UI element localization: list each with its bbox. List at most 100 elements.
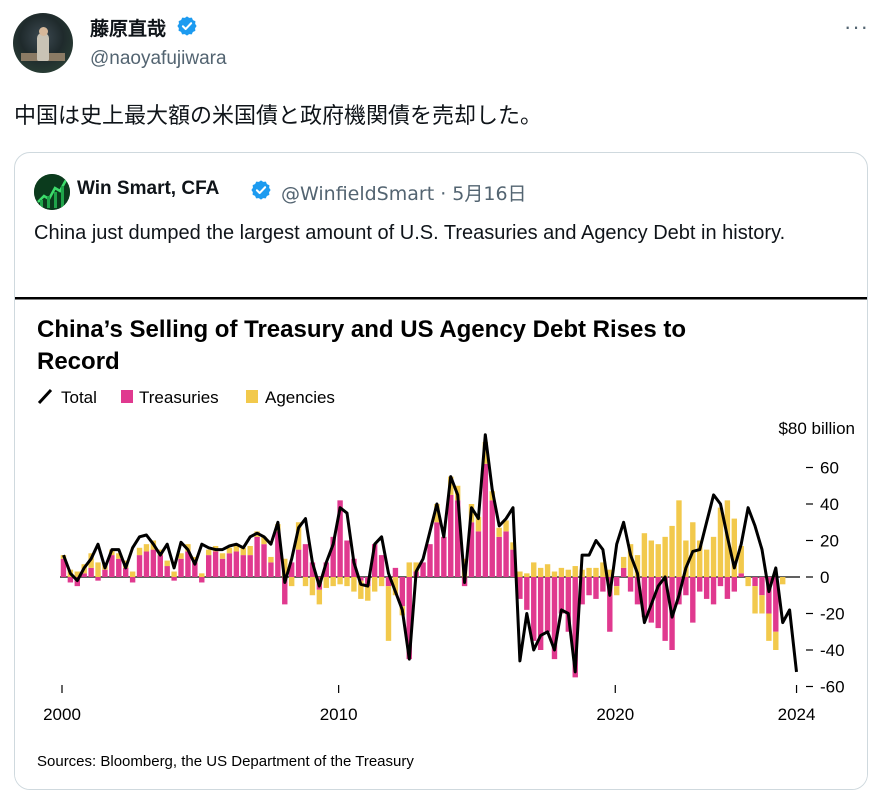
- legend-total-swatch: [37, 388, 53, 405]
- treasuries-bar: [116, 558, 122, 577]
- treasuries-bar: [205, 555, 212, 577]
- treasuries-bar: [510, 549, 516, 577]
- treasuries-bar: [655, 577, 661, 629]
- treasuries-bar: [600, 577, 606, 592]
- treasuries-bar: [337, 500, 343, 577]
- treasuries-bar: [607, 577, 613, 632]
- chart-legend: Total Treasuries Agencies: [37, 388, 335, 407]
- agencies-bar: [164, 560, 170, 567]
- treasuries-bar: [171, 577, 177, 581]
- treasuries-bar: [378, 555, 385, 577]
- agencies-bar: [510, 542, 516, 550]
- treasuries-bar: [593, 577, 599, 599]
- treasuries-bar: [95, 577, 101, 581]
- agencies-bar: [136, 547, 143, 556]
- agencies-bar: [178, 553, 184, 559]
- treasuries-bar: [406, 577, 412, 660]
- legend-label: Total: [61, 388, 97, 407]
- agencies-bar: [655, 544, 661, 577]
- agencies-bar: [413, 562, 419, 572]
- x-tick-label: 2024: [778, 705, 816, 724]
- agencies-bar: [717, 507, 724, 577]
- agencies-bar: [544, 564, 551, 577]
- treasuries-bar: [627, 577, 634, 592]
- agencies-bar: [295, 522, 302, 550]
- treasuries-bar: [67, 577, 74, 583]
- agencies-bar: [503, 520, 509, 532]
- treasuries-bar: [690, 577, 696, 623]
- agencies-bar: [371, 577, 378, 592]
- treasuries-bar: [586, 577, 592, 596]
- agencies-bar: [551, 571, 558, 577]
- treasuries-bar: [683, 577, 689, 596]
- y-tick-label: -40: [820, 641, 845, 660]
- treasuries-bar: [524, 577, 530, 610]
- more-options-icon[interactable]: ···: [844, 14, 869, 39]
- verified-badge-icon: [251, 180, 271, 200]
- treasuries-bar: [558, 577, 565, 614]
- treasuries-bar: [448, 494, 454, 577]
- author-avatar[interactable]: [13, 13, 73, 73]
- y-tick-label: 20: [820, 532, 839, 551]
- chart-title: China’s Selling of Treasury and US Agenc…: [37, 316, 693, 375]
- quoted-tweet[interactable]: Win Smart, CFA @WinfieldSmart · 5月16日 Ch…: [14, 152, 868, 790]
- treasuries-bar: [385, 577, 392, 587]
- agencies-bar: [662, 536, 668, 577]
- treasuries-bar: [544, 577, 551, 632]
- treasuries-bar: [752, 577, 758, 587]
- treasuries-bar: [254, 536, 260, 577]
- treasuries-bar: [392, 567, 399, 577]
- chart-total-line: [62, 433, 798, 674]
- treasuries-bar: [129, 577, 136, 583]
- treasuries-bar: [233, 551, 240, 577]
- x-tick-label: 2000: [43, 705, 81, 724]
- treasuries-bar: [88, 567, 94, 577]
- treasuries-bar: [60, 558, 67, 577]
- treasuries-bar: [434, 522, 440, 577]
- agencies-bar: [358, 580, 364, 599]
- agencies-bar: [648, 540, 655, 577]
- treasuries-bar: [136, 555, 143, 577]
- agencies-bar: [482, 441, 489, 464]
- agencies-bar: [531, 562, 537, 577]
- agencies-bar: [565, 569, 572, 577]
- agencies-bar: [330, 577, 336, 587]
- treasuries-bar: [724, 577, 731, 599]
- legend-label: Agencies: [265, 388, 335, 407]
- treasuries-bar: [282, 577, 288, 605]
- y-tick-label: 0: [820, 568, 829, 587]
- agencies-bar: [676, 500, 682, 577]
- treasuries-bar: [344, 540, 350, 577]
- x-tick-label: 2010: [320, 705, 358, 724]
- quote-author-avatar: [34, 174, 70, 210]
- treasuries-bar: [81, 573, 87, 577]
- agencies-bar: [745, 577, 751, 587]
- agencies-bar: [309, 577, 316, 596]
- agencies-bar: [620, 556, 627, 568]
- agencies-bar: [205, 549, 212, 556]
- treasuries-bar: [496, 536, 502, 577]
- author-handle[interactable]: @naoyafujiwara: [90, 48, 227, 69]
- agencies-bar: [627, 544, 634, 577]
- treasuries-bar: [475, 531, 482, 577]
- chart-image[interactable]: China’s Selling of Treasury and US Agenc…: [15, 297, 867, 789]
- treasuries-bar: [503, 531, 509, 577]
- chart-top-rule: [15, 297, 867, 300]
- agencies-bar: [524, 573, 530, 577]
- treasuries-bar: [219, 558, 226, 577]
- agencies-bar: [74, 571, 80, 577]
- treasuries-bar: [454, 500, 461, 577]
- legend-agencies-swatch: [246, 390, 258, 403]
- legend-label: Treasuries: [139, 388, 219, 407]
- author-name[interactable]: 藤原直哉: [90, 18, 167, 40]
- agencies-bar: [752, 586, 758, 614]
- treasuries-bar: [565, 577, 572, 632]
- treasuries-bar: [247, 555, 253, 577]
- agencies-bar: [496, 527, 502, 537]
- treasuries-bar: [330, 536, 336, 577]
- treasuries-bar: [634, 577, 641, 605]
- treasuries-bar: [579, 577, 585, 605]
- agencies-bar: [192, 556, 198, 563]
- treasuries-bar: [738, 573, 744, 577]
- agencies-bar: [537, 567, 544, 577]
